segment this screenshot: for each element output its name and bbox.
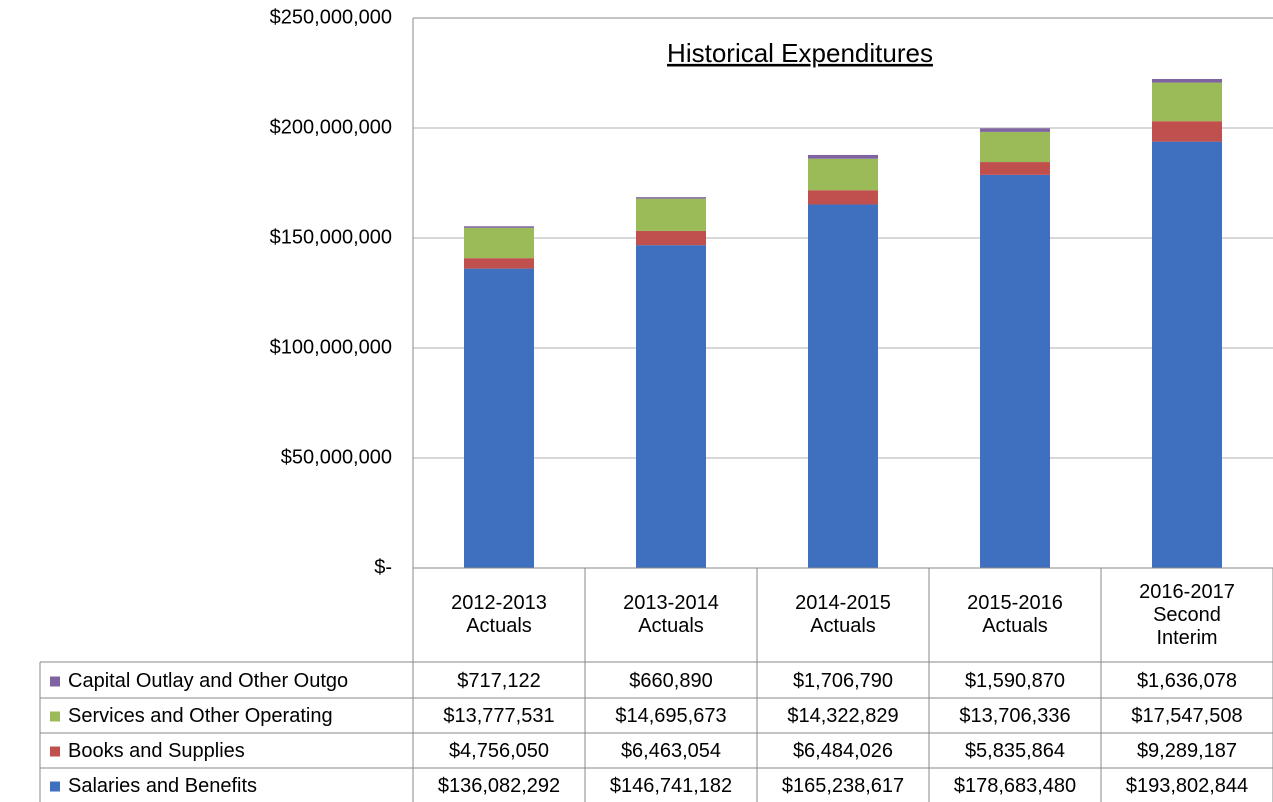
bar-segment — [1152, 141, 1222, 569]
legend-swatch — [50, 711, 60, 722]
table-value: $14,322,829 — [787, 705, 898, 727]
bar-segment — [464, 227, 534, 259]
bar-segment — [1152, 121, 1222, 142]
y-tick-label: $150,000,000 — [270, 226, 392, 248]
table-value: $178,683,480 — [954, 775, 1076, 797]
bar-segment — [808, 158, 878, 191]
table-value: $146,741,182 — [610, 775, 732, 797]
y-tick-label: $250,000,000 — [270, 6, 392, 28]
bar-segment — [636, 197, 706, 199]
legend-swatch — [50, 781, 60, 792]
x-tick-label: 2013-2014 Actuals — [623, 592, 719, 637]
table-value: $193,802,844 — [1126, 775, 1248, 797]
bar-segment — [808, 204, 878, 568]
table-value: $13,706,336 — [959, 705, 1070, 727]
chart-title: Historical Expenditures — [667, 38, 933, 68]
table-value: $165,238,617 — [782, 775, 904, 797]
table-value: $660,890 — [629, 670, 712, 692]
bar-segment — [808, 190, 878, 205]
bar-segment — [464, 226, 534, 228]
bar-segment — [636, 245, 706, 568]
x-tick-label: 2016-2017 Second Interim — [1139, 580, 1235, 649]
y-tick-label: $200,000,000 — [270, 116, 392, 138]
bar-segment — [980, 128, 1050, 132]
table-value: $717,122 — [457, 670, 540, 692]
legend-swatch — [50, 676, 60, 687]
table-value: $4,756,050 — [449, 740, 549, 762]
bar-segment — [980, 131, 1050, 163]
bar-segment — [808, 154, 878, 159]
y-tick-label: $50,000,000 — [281, 446, 392, 468]
legend-label: Capital Outlay and Other Outgo — [68, 670, 348, 692]
bar-segment — [636, 198, 706, 231]
table-value: $9,289,187 — [1137, 740, 1237, 762]
bar-segment — [464, 258, 534, 269]
table-value: $1,590,870 — [965, 670, 1065, 692]
bar-segment — [1152, 82, 1222, 122]
y-tick-label: $- — [374, 556, 392, 578]
bar-segment — [636, 230, 706, 246]
x-tick-label: 2014-2015 Actuals — [795, 592, 891, 637]
legend-label: Books and Supplies — [68, 740, 245, 762]
legend-label: Services and Other Operating — [68, 705, 333, 727]
table-value: $136,082,292 — [438, 775, 560, 797]
table-value: $14,695,673 — [615, 705, 726, 727]
x-tick-label: 2015-2016 Actuals — [967, 592, 1063, 637]
bar-segment — [980, 174, 1050, 568]
table-value: $1,706,790 — [793, 670, 893, 692]
table-value: $5,835,864 — [965, 740, 1065, 762]
table-value: $1,636,078 — [1137, 670, 1237, 692]
bar-segment — [980, 162, 1050, 175]
table-value: $6,484,026 — [793, 740, 893, 762]
table-value: $13,777,531 — [443, 705, 554, 727]
legend-label: Salaries and Benefits — [68, 775, 257, 797]
bar-segment — [464, 268, 534, 568]
table-value: $17,547,508 — [1131, 705, 1242, 727]
x-tick-label: 2012-2013 Actuals — [451, 592, 547, 637]
bar-segment — [1152, 78, 1222, 83]
legend-swatch — [50, 746, 60, 757]
y-tick-label: $100,000,000 — [270, 336, 392, 358]
table-value: $6,463,054 — [621, 740, 721, 762]
